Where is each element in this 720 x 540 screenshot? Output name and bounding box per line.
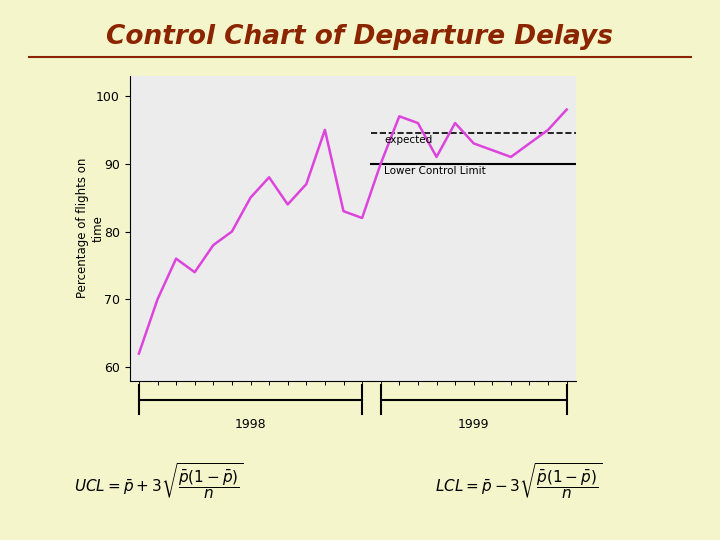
Text: 1999: 1999 <box>458 418 490 431</box>
Text: expected: expected <box>384 135 433 145</box>
Text: 1998: 1998 <box>235 418 266 431</box>
Text: $\mathit{UCL} = \bar{p} + 3\sqrt{\dfrac{\bar{p}(1-\bar{p})}{n}}$: $\mathit{UCL} = \bar{p} + 3\sqrt{\dfrac{… <box>73 461 243 501</box>
Text: Lower Control Limit: Lower Control Limit <box>384 166 486 176</box>
Text: Control Chart of Departure Delays: Control Chart of Departure Delays <box>107 24 613 50</box>
Y-axis label: Percentage of flights on
time: Percentage of flights on time <box>76 158 104 298</box>
Text: $\mathit{LCL} = \bar{p} - 3\sqrt{\dfrac{\bar{p}(1-\bar{p})}{n}}$: $\mathit{LCL} = \bar{p} - 3\sqrt{\dfrac{… <box>435 461 602 501</box>
